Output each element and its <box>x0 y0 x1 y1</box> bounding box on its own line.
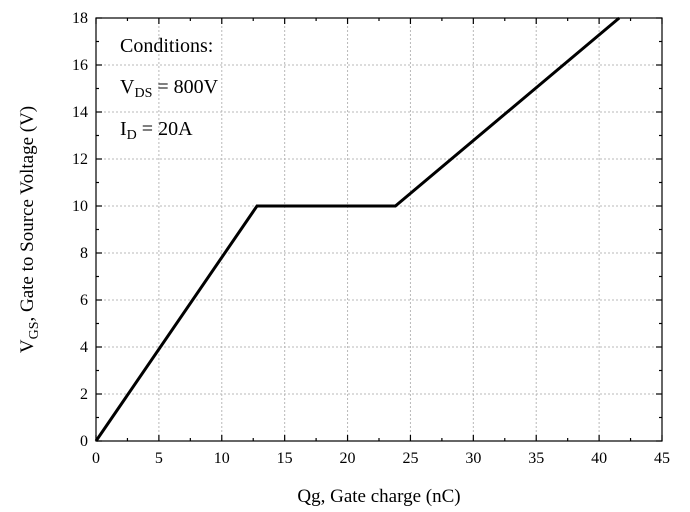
y-tick-label: 6 <box>80 292 88 309</box>
svg-text:VGS, Gate to Source Voltage (V: VGS, Gate to Source Voltage (V) <box>17 106 42 353</box>
conditions-annotation: Conditions: VDS = 800V ID = 20A <box>120 35 219 143</box>
curve-layer <box>94 16 621 442</box>
annotation-conditions: Conditions: <box>120 35 213 57</box>
x-tick-label: 0 <box>92 450 100 467</box>
y-tick-label: 18 <box>72 10 88 27</box>
x-tick-label: 30 <box>465 450 481 467</box>
y-tick-label: 4 <box>80 339 88 356</box>
annotation-id: ID = 20A <box>120 118 193 143</box>
y-tick-label: 16 <box>72 57 88 74</box>
x-tick-label: 35 <box>528 450 544 467</box>
x-tick-label: 45 <box>654 450 670 467</box>
y-axis-title-sub: GS <box>27 322 42 340</box>
y-tick-label: 8 <box>80 245 88 262</box>
x-tick-label: 25 <box>402 450 418 467</box>
y-axis-title-rest: , Gate to Source Voltage (V) <box>17 106 38 322</box>
y-axis-title: VGS, Gate to Source Voltage (V) <box>17 106 42 353</box>
x-axis-title: Qg, Gate charge (nC) <box>297 486 460 507</box>
x-tick-label: 10 <box>214 450 230 467</box>
grid-layer <box>96 18 662 441</box>
x-tick-label: 40 <box>591 450 607 467</box>
tick-layer <box>95 17 663 442</box>
x-tick-label: 15 <box>277 450 293 467</box>
y-tick-label: 2 <box>80 386 88 403</box>
y-tick-label: 12 <box>72 151 88 168</box>
annotation-vds: VDS = 800V <box>120 76 219 101</box>
y-tick-label: 14 <box>72 104 88 121</box>
series-line <box>94 16 621 442</box>
y-tick-label: 0 <box>80 433 88 450</box>
label-layer: 0 5 10 15 20 25 30 35 40 45 0 2 4 6 8 10 12 14 16 18 <box>72 10 670 467</box>
x-tick-label: 5 <box>155 450 163 467</box>
x-tick-label: 20 <box>340 450 356 467</box>
y-axis-title-main: V <box>17 339 38 353</box>
y-tick-label: 10 <box>72 198 88 215</box>
